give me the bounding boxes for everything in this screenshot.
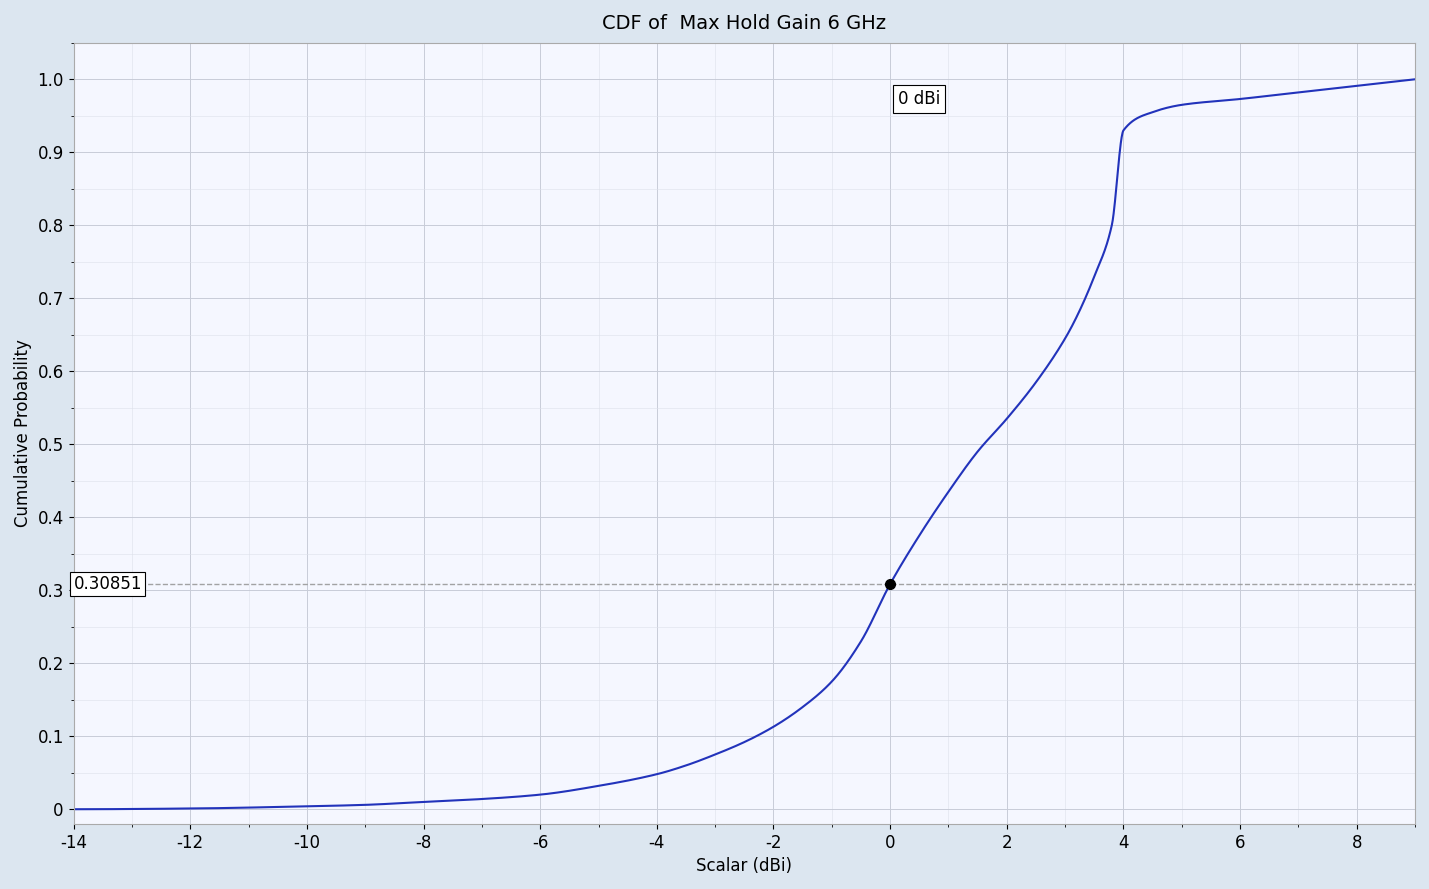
Text: 0.30851: 0.30851 — [73, 575, 141, 593]
Y-axis label: Cumulative Probability: Cumulative Probability — [14, 340, 31, 527]
Title: CDF of  Max Hold Gain 6 GHz: CDF of Max Hold Gain 6 GHz — [602, 14, 886, 33]
X-axis label: Scalar (dBi): Scalar (dBi) — [696, 857, 792, 875]
Text: 0 dBi: 0 dBi — [899, 90, 940, 108]
